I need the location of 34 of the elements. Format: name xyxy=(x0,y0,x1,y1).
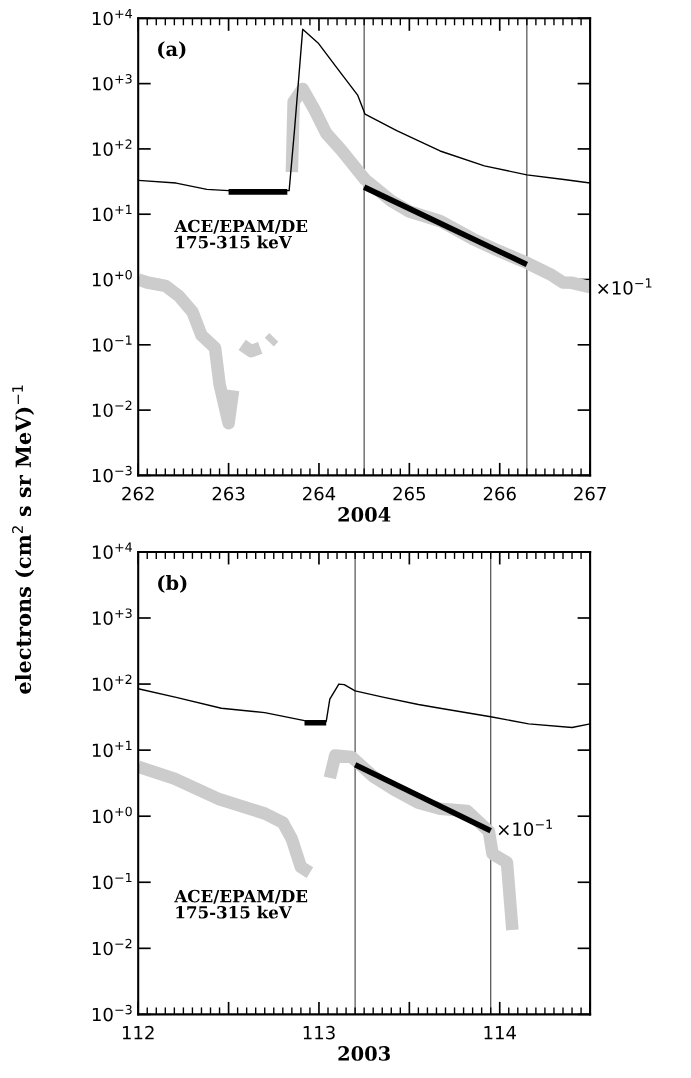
x-axis-title: 2004 xyxy=(338,507,391,522)
y-tick-label: 10$^{−1}$ xyxy=(92,872,132,890)
y-tick-label: 10$^{+4}$ xyxy=(92,8,132,26)
x-tick-label: 264 xyxy=(303,486,336,501)
x-tick-label: 263 xyxy=(212,486,245,501)
x-tick-label: 266 xyxy=(483,486,516,501)
y-tick-label: 10$^{−1}$ xyxy=(92,335,132,352)
y-tick-label: 10$^{+2}$ xyxy=(92,139,132,156)
annotation: ACE/EPAM/DE 175-315 keV xyxy=(174,889,308,919)
y-tick-label: 10$^{+3}$ xyxy=(92,74,132,91)
x-tick-label: 112 xyxy=(122,1025,154,1040)
y-tick-label: 10$^{−3}$ xyxy=(92,465,132,483)
x-tick-label: 114 xyxy=(484,1026,516,1040)
y-tick-label: 10$^{+1}$ xyxy=(92,204,132,222)
x-tick-label: 113 xyxy=(303,1025,335,1040)
x-axis-title: 2003 xyxy=(338,1046,390,1061)
y-tick-label: 10$^{+1}$ xyxy=(92,740,132,758)
annotation: (a) xyxy=(158,41,186,59)
annotation: ×10$^{−1}$ xyxy=(598,278,652,295)
annotation: ACE/EPAM/DE 175-315 keV xyxy=(174,219,308,249)
x-tick-label: 267 xyxy=(574,486,606,501)
y-tick-label: 10$^{−2}$ xyxy=(92,400,132,418)
y-tick-label: 10$^{+2}$ xyxy=(92,674,132,692)
y-tick-label: 10$^{+0}$ xyxy=(92,806,132,824)
y-tick-label: 10$^{−3}$ xyxy=(92,1004,132,1022)
y-axis-title: electrons (cm$^{2}$ s sr MeV)$^{−1}$ xyxy=(12,385,35,694)
x-tick-label: 265 xyxy=(393,486,425,501)
y-tick-label: 10$^{−2}$ xyxy=(92,938,132,956)
annotation: (b) xyxy=(158,575,187,593)
y-tick-label: 10$^{+0}$ xyxy=(92,269,132,287)
y-tick-label: 10$^{+3}$ xyxy=(92,608,132,625)
annotation: ×10$^{−1}$ xyxy=(498,819,552,836)
x-tick-label: 262 xyxy=(122,486,154,501)
y-tick-label: 10$^{+4}$ xyxy=(92,542,132,559)
